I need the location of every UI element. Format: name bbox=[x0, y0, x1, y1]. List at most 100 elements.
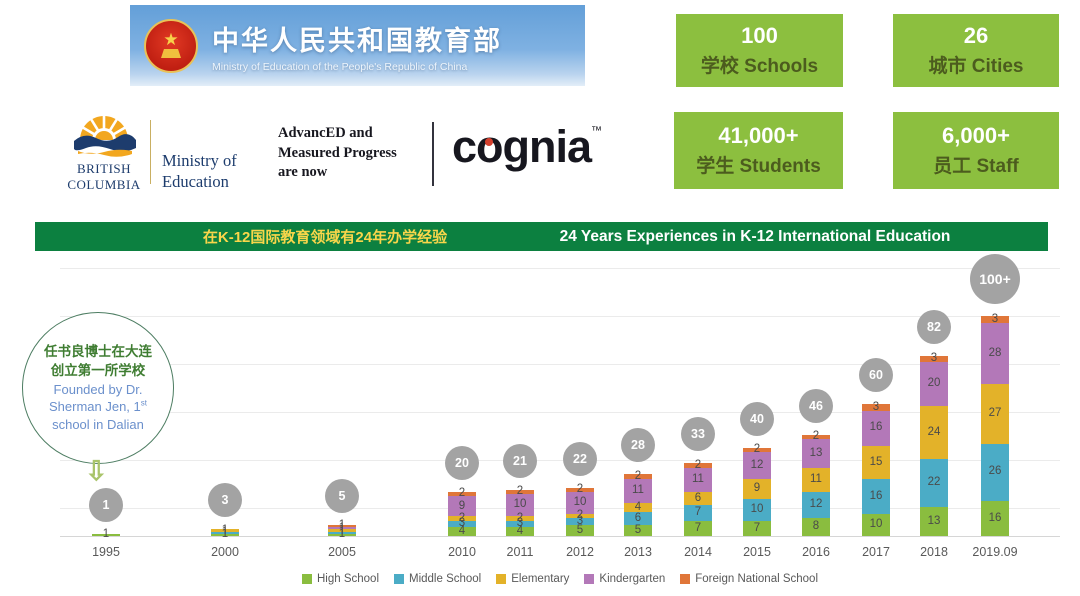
total-bubble-2013: 28 bbox=[621, 428, 655, 463]
segment-value-label: 3 bbox=[991, 312, 999, 325]
stacked-bar-2014: 2 11 6 7 7 bbox=[684, 459, 712, 536]
x-axis-label-2012: 2012 bbox=[566, 545, 594, 559]
segment-value-label: 2 bbox=[634, 469, 642, 482]
segment-value-label: 13 bbox=[927, 514, 941, 527]
total-bubble-2005: 5 bbox=[325, 479, 359, 513]
bar-segment-middle-school: 6 bbox=[624, 511, 652, 525]
bar-segment-kindergarten: 16 bbox=[862, 410, 890, 446]
bc-divider bbox=[150, 120, 151, 184]
segment-value-label: 10 bbox=[513, 498, 527, 511]
segment-value-label: 11 bbox=[692, 473, 704, 486]
segment-value-label: 1 bbox=[338, 523, 346, 536]
x-axis-label-2015: 2015 bbox=[743, 545, 771, 559]
segment-value-label: 2 bbox=[576, 509, 584, 522]
legend-label: Foreign National School bbox=[695, 573, 819, 585]
chart-legend: High School Middle School Elementary Kinder… bbox=[60, 573, 1060, 585]
total-bubble-2017: 60 bbox=[859, 358, 893, 392]
bar-segment-kindergarten: 11 bbox=[624, 478, 652, 504]
gridline bbox=[60, 412, 1060, 413]
stat-staff-value: 6,000+ bbox=[942, 123, 1010, 148]
experience-banner-zh: 在K-12国际教育领域有24年办学经验 bbox=[202, 229, 448, 246]
down-arrow-icon: ⇩ bbox=[85, 456, 108, 486]
chart-column-2019.09: 3 28 27 26 16 100+ bbox=[965, 254, 1025, 537]
gridline bbox=[60, 460, 1060, 461]
trademark-symbol: ™ bbox=[591, 125, 602, 137]
legend-label: Elementary bbox=[511, 573, 570, 585]
stacked-bar-2011: 2 10 2 3 4 bbox=[506, 486, 534, 536]
bar-segment-kindergarten: 10 bbox=[506, 494, 534, 517]
x-axis-label-2011: 2011 bbox=[506, 545, 534, 559]
chart-column-2014: 2 11 6 7 7 33 bbox=[668, 262, 728, 537]
x-axis-label-2016: 2016 bbox=[802, 545, 830, 559]
bar-segment-kindergarten: 1 bbox=[328, 522, 356, 533]
experience-banner: 在K-12国际教育领域有24年办学经验 24 Years Experiences… bbox=[35, 222, 1048, 251]
bar-segment-elementary: 11 bbox=[802, 467, 830, 493]
bc-ministry-label: Ministry of Education bbox=[162, 151, 237, 192]
bar-segment-middle-school: 3 bbox=[566, 515, 594, 526]
segment-value-label: 5 bbox=[576, 523, 584, 536]
bar-segment-middle-school: 1 bbox=[328, 526, 356, 537]
legend-label: Kindergarten bbox=[599, 573, 666, 585]
bc-wordmark: BRITISH COLUMBIA bbox=[67, 161, 141, 193]
segment-value-label: 1 bbox=[221, 523, 229, 536]
x-axis-label-2019.09: 2019.09 bbox=[972, 545, 1018, 559]
segment-value-label: 2 bbox=[516, 511, 524, 524]
segment-value-label: 20 bbox=[927, 377, 941, 390]
segment-value-label: 1 bbox=[102, 528, 110, 541]
bc-sun-logo-icon bbox=[74, 115, 136, 157]
x-axis-line bbox=[60, 536, 1060, 537]
stacked-bar-2016: 2 13 11 12 8 bbox=[802, 431, 830, 536]
schools-growth-chart: 1 1 1 1 1 3 1 1 1 1 1 5 2 9 2 3 4 20 2 10 2 3 4 21 2 10 2 3 5 22 2 11 4 6… bbox=[60, 254, 1060, 596]
accreditation-divider bbox=[432, 122, 434, 186]
legend-label: High School bbox=[316, 573, 379, 585]
bar-segment-middle-school: 1 bbox=[211, 526, 239, 537]
bar-segment-high-school: 7 bbox=[743, 520, 771, 536]
bar-segment-high-school: 1 bbox=[92, 529, 120, 540]
founding-annotation-en: Founded by Dr. Sherman Jen, 1st school i… bbox=[48, 381, 147, 432]
stat-staff: 6,000+ 员工 Staff bbox=[893, 112, 1059, 189]
gridline bbox=[60, 316, 1060, 317]
bar-segment-middle-school: 10 bbox=[743, 498, 771, 521]
stat-students-label: 学生 Students bbox=[696, 156, 821, 177]
bar-segment-foreign-national-school: 3 bbox=[862, 401, 890, 412]
bar-segment-high-school: 4 bbox=[448, 525, 476, 536]
segment-value-label: 6 bbox=[694, 491, 702, 504]
legend-swatch bbox=[680, 574, 691, 584]
gridline bbox=[60, 268, 1060, 269]
segment-value-label: 1 bbox=[338, 525, 346, 538]
chart-column-2010: 2 9 2 3 4 20 bbox=[432, 262, 492, 537]
stat-schools-label: 学校 Schools bbox=[700, 56, 819, 77]
chart-column-2013: 2 11 4 6 5 28 bbox=[608, 262, 668, 537]
legend-item-high-school: High School bbox=[301, 573, 379, 585]
advanced-text: AdvancED and Measured Progress are now bbox=[278, 125, 397, 181]
legend-swatch bbox=[584, 574, 595, 584]
segment-value-label: 12 bbox=[750, 458, 764, 471]
bar-segment-kindergarten: 28 bbox=[981, 322, 1009, 385]
moe-subtitle: Ministry of Education of the People's Re… bbox=[212, 60, 468, 73]
bar-segment-kindergarten: 9 bbox=[448, 496, 476, 517]
x-axis-label-2010: 2010 bbox=[448, 545, 476, 559]
bar-segment-high-school: 7 bbox=[684, 520, 712, 536]
stacked-bar-2018: 3 20 24 22 13 bbox=[920, 353, 948, 536]
x-axis-label-2000: 2000 bbox=[211, 545, 239, 559]
segment-value-label: 12 bbox=[809, 498, 823, 511]
founding-annotation-zh: 任书良博士在大连 创立第一所学校 bbox=[44, 343, 152, 378]
gridline bbox=[60, 364, 1060, 365]
segment-value-label: 10 bbox=[869, 518, 883, 531]
segment-value-label: 8 bbox=[812, 520, 820, 533]
legend-item-elementary: Elementary bbox=[496, 573, 569, 585]
chart-column-2018: 3 20 24 22 13 82 bbox=[904, 262, 964, 537]
segment-value-label: 24 bbox=[927, 425, 941, 438]
segment-value-label: 2 bbox=[458, 487, 466, 500]
stacked-bar-2012: 2 10 2 3 5 bbox=[566, 484, 594, 536]
segment-value-label: 7 bbox=[694, 506, 702, 519]
bar-segment-foreign-national-school: 2 bbox=[448, 488, 476, 499]
chart-column-2012: 2 10 2 3 5 22 bbox=[550, 262, 610, 537]
bar-segment-middle-school: 12 bbox=[802, 492, 830, 519]
segment-value-label: 11 bbox=[632, 484, 644, 497]
segment-value-label: 4 bbox=[634, 500, 642, 513]
bar-segment-middle-school: 22 bbox=[920, 459, 948, 508]
star-icon: ★ bbox=[163, 30, 179, 49]
